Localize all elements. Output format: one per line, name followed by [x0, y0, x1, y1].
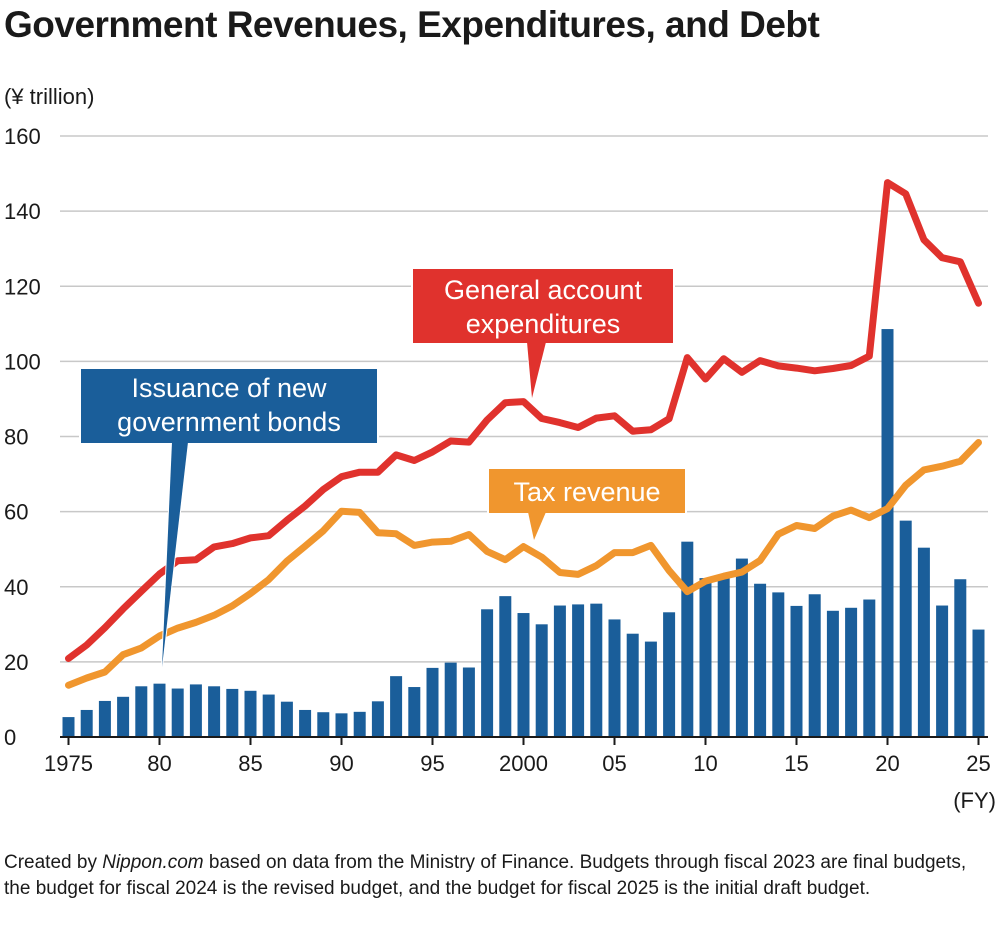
bar-bonds-2019 — [863, 599, 876, 737]
bar-bonds-1980 — [153, 683, 166, 737]
bar-bonds-1997 — [462, 667, 475, 737]
callout-expenditures: General account expenditures — [411, 267, 675, 399]
callout-label: Tax revenue — [513, 477, 660, 507]
bar-bonds-1994 — [408, 687, 421, 737]
bar-bonds-2011 — [717, 576, 730, 737]
bar-bonds-1992 — [371, 701, 384, 737]
bar-bonds-1981 — [171, 688, 184, 737]
bar-bonds-2001 — [535, 624, 548, 737]
y-axis-label: (¥ trillion) — [4, 84, 94, 109]
footnote-prefix: Created by — [4, 852, 103, 873]
bar-bonds-2003 — [572, 604, 585, 737]
bar-bonds-1993 — [390, 676, 403, 737]
bar-bonds-2012 — [735, 558, 748, 737]
bar-bonds-2020 — [881, 329, 894, 737]
bar-bonds-1999 — [499, 596, 512, 737]
bar-bonds-1976 — [80, 709, 93, 737]
bar-bonds-1988 — [299, 709, 312, 737]
bar-bonds-2025 — [972, 629, 985, 737]
bar-bonds-1982 — [189, 684, 202, 737]
chart: General account expenditures Issuance of n… — [4, 84, 996, 813]
callout-label: Issuance of new — [131, 373, 327, 403]
bar-bonds-1983 — [208, 686, 221, 737]
bar-bonds-2006 — [626, 633, 639, 737]
y-tick-label: 100 — [4, 349, 41, 374]
y-tick-label: 120 — [4, 274, 41, 299]
line-tax_revenue — [65, 439, 982, 689]
y-tick-label: 140 — [4, 199, 41, 224]
x-tick-label: 1975 — [44, 751, 93, 776]
bar-bonds-2014 — [772, 592, 785, 737]
x-tick-label: 2000 — [499, 751, 548, 776]
y-tick-label: 80 — [4, 425, 28, 450]
bar-bonds-2017 — [826, 610, 839, 737]
bar-bonds-1977 — [98, 700, 111, 737]
bar-bonds-2013 — [754, 583, 767, 737]
bar-bonds-2009 — [681, 541, 694, 737]
callout-bonds: Issuance of new government bonds — [79, 367, 379, 668]
x-tick-label: 80 — [147, 751, 171, 776]
y-tick-label: 40 — [4, 575, 28, 600]
bar-bonds-2005 — [608, 619, 621, 737]
x-tick-label: 95 — [420, 751, 444, 776]
source-footnote: Created by Nippon.com based on data from… — [4, 850, 984, 902]
bar-bonds-1986 — [262, 694, 275, 737]
y-tick-label: 0 — [4, 725, 16, 750]
bar-bonds-2024 — [954, 579, 967, 737]
bar-bonds-2000 — [517, 613, 530, 737]
line-expenditures — [65, 179, 982, 662]
callout-pointer-fill — [162, 442, 188, 667]
callout-pointer-fill — [528, 512, 546, 540]
y-tick-label: 20 — [4, 650, 28, 675]
callout-pointer-fill — [527, 342, 546, 398]
callout-box — [487, 467, 687, 515]
bar-bonds-2015 — [790, 605, 803, 737]
bar-bonds-1998 — [481, 609, 494, 737]
callout-tax_revenue: Tax revenue — [487, 467, 687, 544]
bar-bonds-2016 — [808, 594, 821, 737]
x-tick-label: 15 — [784, 751, 808, 776]
x-tick-label: 25 — [966, 751, 990, 776]
x-tick-label: 20 — [875, 751, 899, 776]
bar-bonds-1975 — [62, 717, 75, 737]
bar-bonds-2022 — [917, 547, 930, 737]
bar-bonds-1979 — [135, 686, 148, 737]
bar-bonds-2023 — [936, 605, 949, 737]
footnote-suffix: based on data from the Ministry of Finan… — [4, 852, 967, 899]
bond-bars — [62, 329, 985, 737]
x-tick-label: 90 — [329, 751, 353, 776]
y-tick-label: 160 — [4, 124, 41, 149]
y-tick-label: 60 — [4, 500, 28, 525]
callout-label: government bonds — [117, 407, 341, 437]
axes: 0 20 40 60 80 100 120 140 160 (¥ trillion) 1975 80 8… — [4, 84, 996, 813]
bar-bonds-2008 — [663, 612, 676, 737]
bar-bonds-1990 — [335, 713, 348, 737]
footnote-brand: Nippon.com — [102, 852, 204, 873]
x-tick-label: 85 — [238, 751, 262, 776]
x-tick-label: 10 — [693, 751, 717, 776]
bar-bonds-2002 — [553, 605, 566, 737]
bar-bonds-1991 — [353, 711, 366, 737]
callout-box — [79, 367, 379, 445]
chart-title: Government Revenues, Expenditures, and D… — [4, 4, 820, 45]
bar-bonds-2004 — [590, 603, 603, 737]
bar-bonds-1985 — [244, 690, 257, 737]
bar-bonds-2010 — [699, 578, 712, 737]
x-tick-label: 05 — [602, 751, 626, 776]
callout-label: expenditures — [466, 309, 621, 339]
bar-bonds-2007 — [644, 641, 657, 737]
bar-bonds-2018 — [845, 607, 858, 737]
callouts: General account expenditures Issuance of n… — [79, 267, 687, 668]
bar-bonds-1989 — [317, 712, 330, 737]
series-lines — [65, 179, 982, 689]
bar-bonds-1984 — [226, 688, 239, 737]
bar-bonds-1995 — [426, 667, 439, 737]
bar-bonds-1987 — [280, 701, 293, 737]
callout-label: General account — [444, 275, 643, 305]
bar-bonds-1996 — [444, 662, 457, 737]
bar-bonds-1978 — [117, 696, 130, 737]
bar-bonds-2021 — [899, 520, 912, 737]
x-axis-label: (FY) — [953, 788, 996, 813]
